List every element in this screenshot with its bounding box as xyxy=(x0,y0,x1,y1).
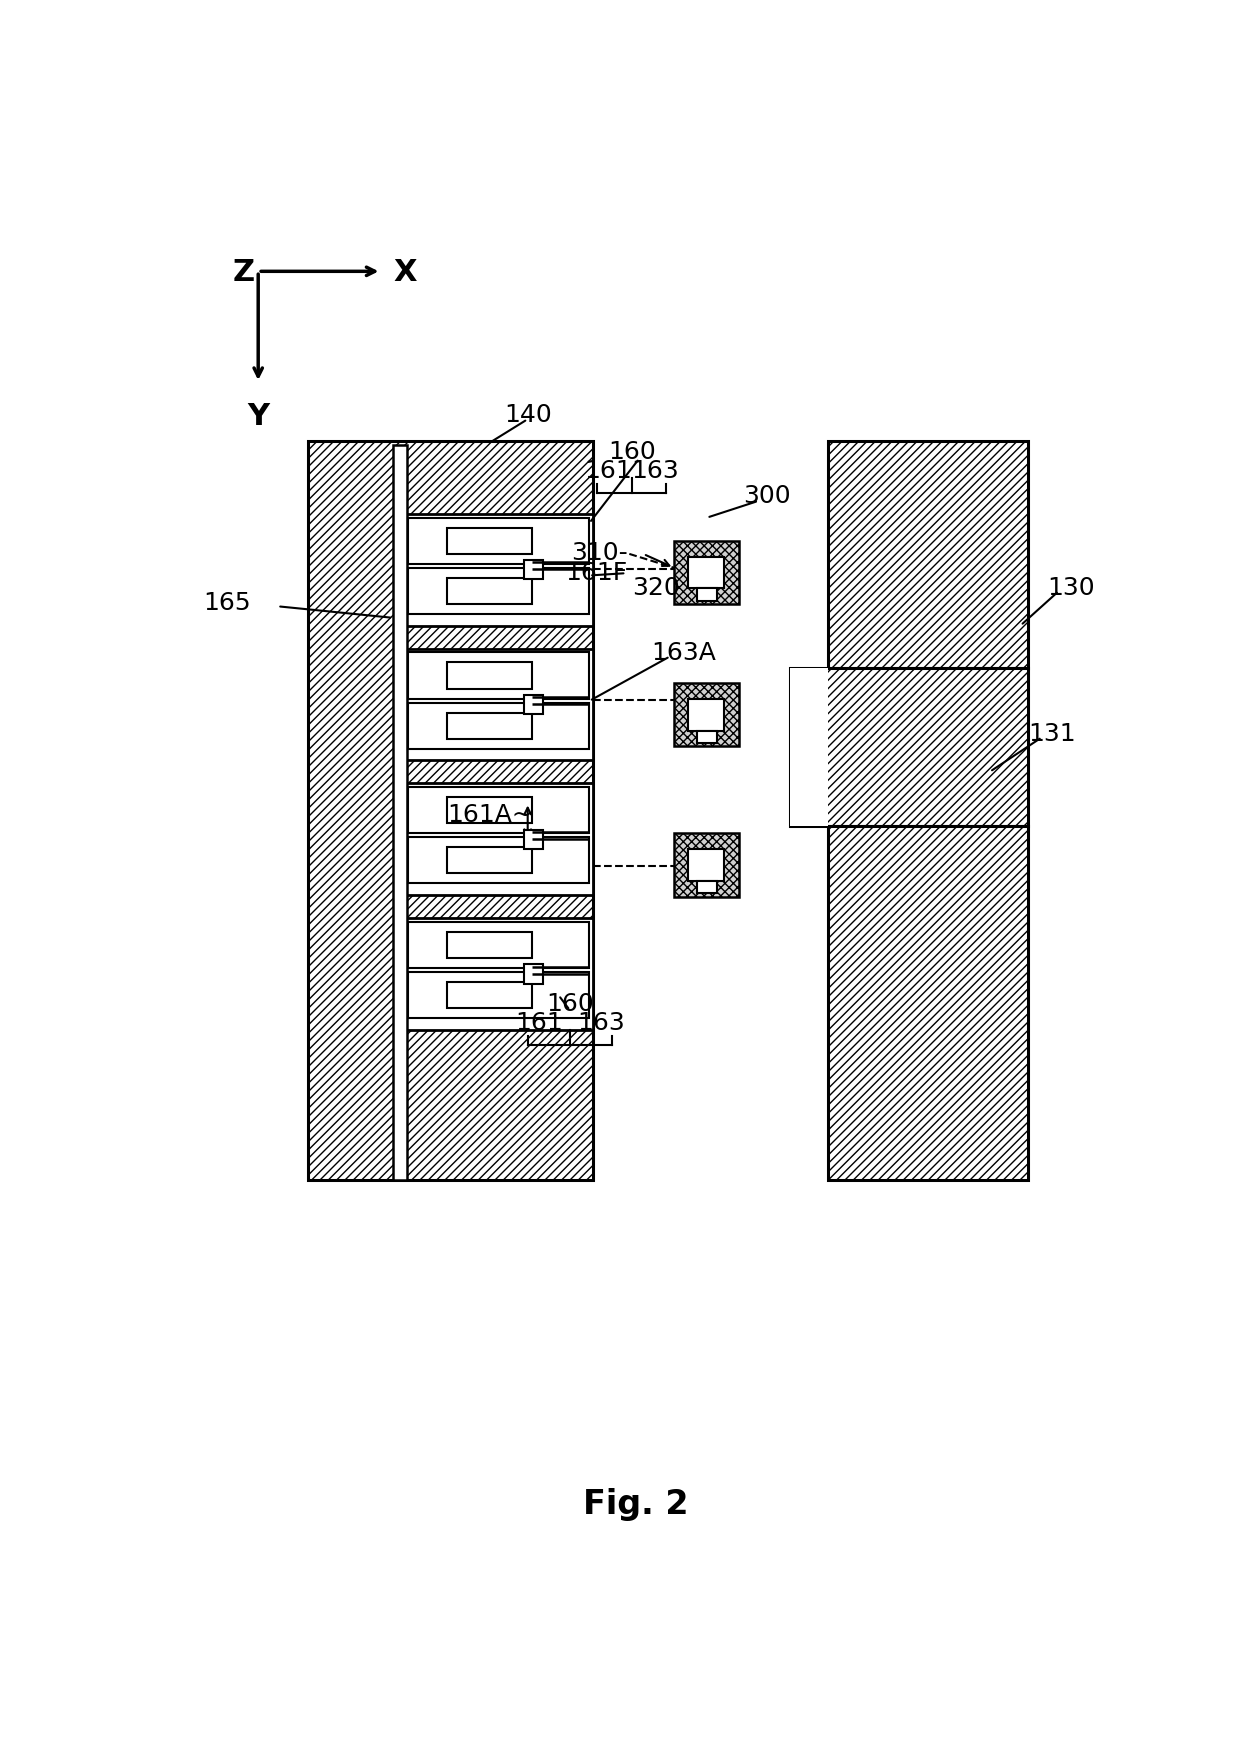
Text: Fig. 2: Fig. 2 xyxy=(583,1486,688,1520)
Bar xyxy=(309,442,593,1181)
Bar xyxy=(523,695,543,714)
Text: 165: 165 xyxy=(203,591,250,614)
Text: 310-: 310- xyxy=(572,541,627,565)
Bar xyxy=(446,528,532,555)
Bar xyxy=(404,784,593,895)
Bar xyxy=(828,442,1028,669)
Bar xyxy=(675,834,739,897)
Bar xyxy=(408,837,589,885)
Bar xyxy=(408,923,589,969)
Bar xyxy=(404,514,593,627)
Bar xyxy=(408,788,589,834)
Bar xyxy=(523,830,543,849)
Bar xyxy=(408,704,589,749)
Text: 163A: 163A xyxy=(651,641,715,665)
Bar xyxy=(408,653,589,698)
Bar xyxy=(523,562,543,579)
Bar xyxy=(828,827,1028,1181)
Bar xyxy=(393,446,407,1181)
Text: X: X xyxy=(393,258,417,286)
Bar xyxy=(790,669,1028,827)
Text: 163: 163 xyxy=(631,458,678,483)
Bar xyxy=(446,713,532,739)
Bar xyxy=(404,649,593,762)
Bar xyxy=(404,918,593,1030)
Bar xyxy=(446,799,532,823)
Text: 140: 140 xyxy=(503,402,552,426)
Text: 160: 160 xyxy=(608,439,656,463)
Text: 163: 163 xyxy=(577,1011,625,1034)
Bar xyxy=(688,849,724,881)
Bar xyxy=(688,558,724,590)
Text: 130: 130 xyxy=(1048,576,1095,600)
Bar xyxy=(523,965,543,985)
Bar xyxy=(446,848,532,874)
Bar xyxy=(675,542,739,605)
Text: 161F: 161F xyxy=(565,560,627,584)
Bar xyxy=(446,579,532,605)
Text: Z: Z xyxy=(232,258,254,286)
Text: Y: Y xyxy=(247,402,269,430)
Text: 161: 161 xyxy=(585,458,632,483)
Bar xyxy=(688,700,724,732)
Bar xyxy=(790,669,828,827)
Bar xyxy=(697,590,717,602)
Bar xyxy=(408,972,589,1018)
Text: 161: 161 xyxy=(516,1011,563,1034)
Bar xyxy=(697,732,717,744)
Text: 131: 131 xyxy=(1028,721,1076,746)
Bar xyxy=(446,663,532,690)
Text: 300: 300 xyxy=(743,483,791,507)
Bar xyxy=(446,983,532,1009)
Bar xyxy=(675,684,739,748)
Text: 161A~: 161A~ xyxy=(446,802,533,827)
Bar xyxy=(697,881,717,893)
Text: 160: 160 xyxy=(546,992,594,1014)
Bar xyxy=(408,569,589,614)
Bar xyxy=(446,932,532,958)
Text: 320: 320 xyxy=(631,576,680,600)
Bar xyxy=(408,518,589,565)
